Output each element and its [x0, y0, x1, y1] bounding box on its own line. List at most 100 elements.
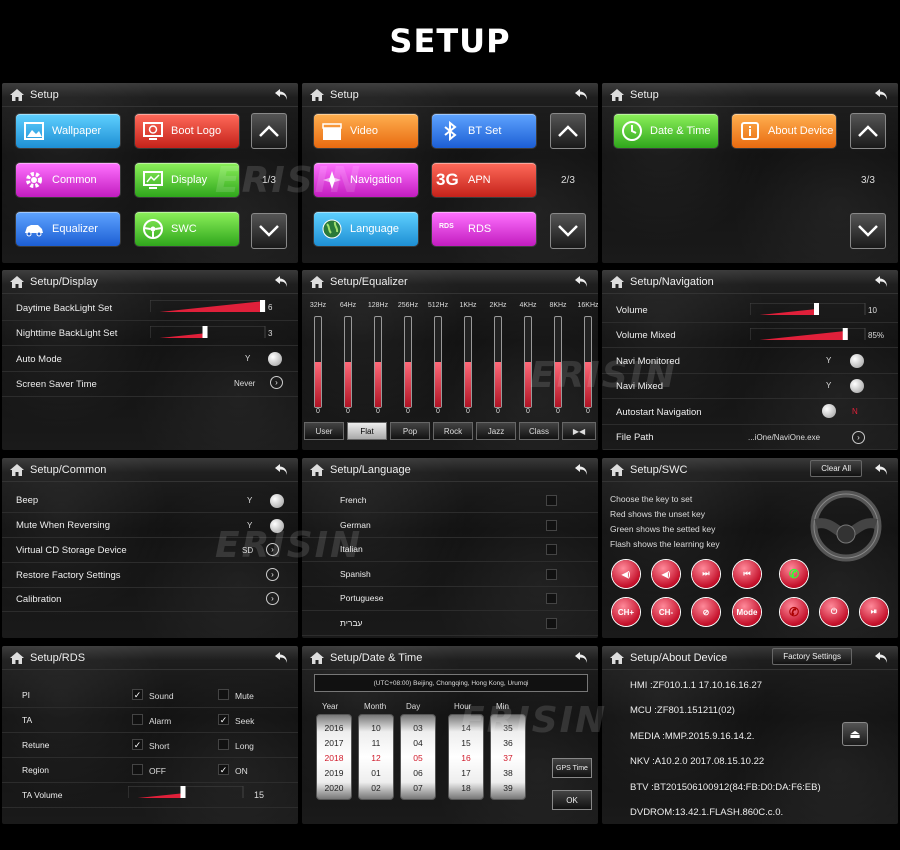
day-picker[interactable]: 03 04 05 06 07	[400, 714, 436, 800]
mode-key[interactable]: Mode	[733, 598, 761, 626]
tile-equalizer[interactable]: Equalizer	[16, 212, 120, 246]
answer-call-key[interactable]: ✆	[780, 560, 808, 588]
rds-checkbox[interactable]	[132, 714, 143, 725]
tile-about-device[interactable]: About Device	[732, 114, 836, 148]
back-icon[interactable]	[274, 274, 290, 290]
rds-checkbox[interactable]	[132, 764, 143, 775]
language-item[interactable]: עברית	[302, 611, 598, 636]
chevron-right-icon[interactable]: ›	[852, 431, 865, 444]
back-icon[interactable]	[574, 462, 590, 478]
ch-minus-key[interactable]: CH-	[652, 598, 680, 626]
restore-factory-row[interactable]: Restore Factory Settings	[2, 563, 298, 588]
rds-checkbox[interactable]	[218, 689, 229, 700]
eq-preset-button[interactable]: Jazz	[476, 422, 516, 440]
tile-apn[interactable]: 3G APN	[432, 163, 536, 197]
language-item[interactable]: Spanish	[302, 562, 598, 587]
back-icon[interactable]	[874, 87, 890, 103]
beep-toggle[interactable]	[270, 494, 284, 508]
daytime-backlight-row[interactable]: Daytime BackLight Set	[2, 296, 298, 321]
hour-picker[interactable]: 14 15 16 17 18	[448, 714, 484, 800]
language-checkbox[interactable]	[546, 519, 557, 531]
language-checkbox[interactable]	[546, 617, 557, 629]
home-icon[interactable]	[610, 652, 624, 664]
eq-band-slider[interactable]	[584, 316, 592, 408]
eq-band-slider[interactable]	[374, 316, 382, 408]
eq-band-slider[interactable]	[494, 316, 502, 408]
tile-date-time[interactable]: Date & Time	[614, 114, 718, 148]
rds-checkbox[interactable]: ✓	[132, 739, 143, 750]
eq-band-slider[interactable]	[464, 316, 472, 408]
home-icon[interactable]	[610, 276, 624, 288]
page-up-button[interactable]	[850, 113, 886, 149]
gps-time-button[interactable]: GPS Time	[552, 758, 592, 778]
back-icon[interactable]	[574, 650, 590, 666]
eject-button[interactable]: ⏏	[842, 722, 868, 746]
tile-boot-logo[interactable]: Boot Logo	[135, 114, 239, 148]
tile-common[interactable]: Common	[16, 163, 120, 197]
volume-mixed-slider[interactable]	[750, 328, 866, 340]
mute-key[interactable]: ⊘	[692, 598, 720, 626]
factory-settings-button[interactable]: Factory Settings	[772, 648, 852, 665]
home-icon[interactable]	[310, 89, 324, 101]
volume-down-key[interactable]: ◀)	[612, 560, 640, 588]
page-up-button[interactable]	[550, 113, 586, 149]
tile-display[interactable]: Display	[135, 163, 239, 197]
eq-preset-button[interactable]: User	[304, 422, 344, 440]
timezone-select[interactable]: (UTC+08:00) Beijing, Chongqing, Hong Kon…	[314, 674, 588, 692]
home-icon[interactable]	[10, 89, 24, 101]
auto-mode-row[interactable]: Auto Mode	[2, 347, 298, 372]
file-path-row[interactable]: File Path	[602, 425, 898, 450]
previous-track-key[interactable]: ⏮	[733, 560, 761, 588]
eq-band-slider[interactable]	[404, 316, 412, 408]
home-icon[interactable]	[10, 276, 24, 288]
ok-button[interactable]: OK	[552, 790, 592, 810]
home-icon[interactable]	[310, 464, 324, 476]
navi-monitored-toggle[interactable]	[850, 354, 864, 368]
back-icon[interactable]	[574, 274, 590, 290]
rds-checkbox[interactable]: ✓	[132, 689, 143, 700]
rds-checkbox[interactable]: ✓	[218, 714, 229, 725]
play-pause-key[interactable]: ⏯	[860, 598, 888, 626]
eq-band-slider[interactable]	[434, 316, 442, 408]
home-icon[interactable]	[610, 464, 624, 476]
page-down-button[interactable]	[850, 213, 886, 249]
chevron-right-icon[interactable]: ›	[270, 376, 283, 389]
back-icon[interactable]	[274, 462, 290, 478]
page-down-button[interactable]	[251, 213, 287, 249]
power-key[interactable]: ⏻	[820, 598, 848, 626]
daytime-backlight-slider[interactable]	[150, 300, 266, 312]
nighttime-backlight-row[interactable]: Nighttime BackLight Set	[2, 321, 298, 346]
rds-checkbox[interactable]	[218, 739, 229, 750]
language-item[interactable]: French	[302, 488, 598, 513]
volume-up-key[interactable]: ◀)	[652, 560, 680, 588]
rds-checkbox[interactable]: ✓	[218, 764, 229, 775]
ta-volume-slider[interactable]	[128, 786, 244, 798]
chevron-right-icon[interactable]: ›	[266, 592, 279, 605]
volume-row[interactable]: Volume	[602, 298, 898, 323]
home-icon[interactable]	[10, 464, 24, 476]
language-checkbox[interactable]	[546, 593, 557, 604]
home-icon[interactable]	[310, 276, 324, 288]
ch-plus-key[interactable]: CH+	[612, 598, 640, 626]
screen-saver-row[interactable]: Screen Saver Time	[2, 372, 298, 397]
month-picker[interactable]: 10 11 12 01 02	[358, 714, 394, 800]
hang-up-key[interactable]: ✆	[780, 598, 808, 626]
chevron-right-icon[interactable]: ›	[266, 543, 279, 556]
chevron-right-icon[interactable]: ›	[266, 568, 279, 581]
navi-monitored-row[interactable]: Navi Monitored	[602, 349, 898, 374]
eq-band-slider[interactable]	[344, 316, 352, 408]
volume-mixed-row[interactable]: Volume Mixed	[602, 323, 898, 348]
beep-row[interactable]: Beep	[2, 488, 298, 513]
autostart-navigation-row[interactable]: Autostart Navigation	[602, 400, 898, 425]
language-item[interactable]: Portuguese	[302, 586, 598, 611]
eq-band-slider[interactable]	[524, 316, 532, 408]
year-picker[interactable]: 2016 2017 2018 2019 2020	[316, 714, 352, 800]
language-item[interactable]: Italian	[302, 537, 598, 562]
back-icon[interactable]	[874, 650, 890, 666]
tile-bt-set[interactable]: BT Set	[432, 114, 536, 148]
nighttime-backlight-slider[interactable]	[150, 326, 266, 338]
mute-reversing-row[interactable]: Mute When Reversing	[2, 513, 298, 538]
eq-preset-button[interactable]: Pop	[390, 422, 430, 440]
eq-preset-button[interactable]: Rock	[433, 422, 473, 440]
eq-band-slider[interactable]	[314, 316, 322, 408]
